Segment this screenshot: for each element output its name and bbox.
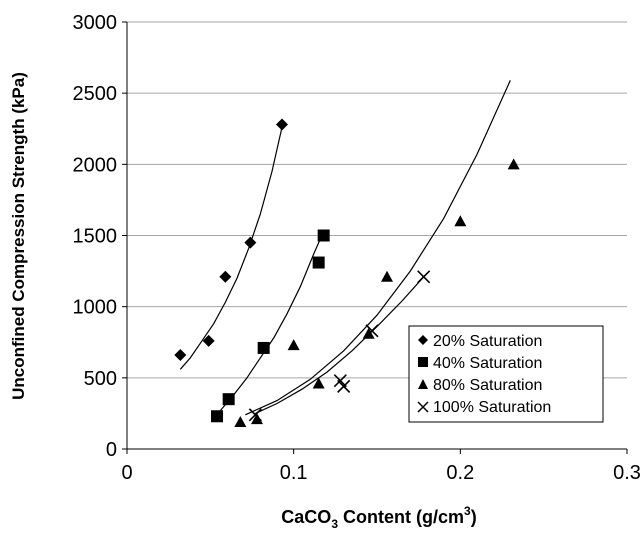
legend-label-20: 20% Saturation: [433, 333, 542, 350]
x-tick-label: 0: [121, 462, 132, 484]
data-point-diamond: [276, 118, 288, 131]
data-point-square: [312, 256, 325, 269]
data-point-triangle: [507, 158, 520, 170]
x-tick-label: 0.3: [613, 462, 641, 484]
data-point-x: [417, 270, 431, 284]
trend-line-series-2: [245, 80, 511, 416]
data-point-diamond: [244, 236, 257, 249]
x-tick-label: 0.2: [446, 462, 474, 484]
legend-triangle-marker: [418, 379, 428, 389]
legend-item-80: 80% Saturation: [418, 377, 542, 394]
data-point-square: [211, 410, 223, 423]
y-tick-label: 500: [84, 368, 117, 390]
data-point-diamond: [219, 270, 232, 283]
data-point-triangle: [312, 377, 325, 389]
data-point-triangle: [287, 339, 300, 351]
y-axis-ticks: 0 500 1000 1500 2000 2500 3000: [73, 12, 127, 461]
legend-label-100: 100% Saturation: [433, 399, 551, 416]
trend-line-series-1: [219, 230, 325, 411]
x-axis-title-suffix: ): [471, 507, 477, 527]
legend-diamond-marker: [418, 335, 428, 345]
data-point-triangle: [251, 413, 263, 425]
x-axis-title-superscript: 3: [464, 504, 471, 518]
y-tick-label: 0: [106, 439, 117, 461]
data-point-square: [317, 229, 330, 242]
data-point-x: [365, 324, 379, 338]
y-tick-label: 1500: [73, 226, 118, 248]
data-point-diamond: [174, 349, 187, 362]
legend-label-40: 40% Saturation: [433, 355, 542, 372]
legend-box: [408, 325, 604, 423]
y-tick-label: 2500: [73, 83, 118, 105]
legend: 20% Saturation 40% Saturation 80% Satura…: [408, 325, 604, 423]
trend-lines: [179, 80, 511, 416]
legend-label-80: 80% Saturation: [433, 377, 542, 394]
trend-line-series-3: [255, 276, 425, 414]
legend-item-100: 100% Saturation: [417, 399, 551, 416]
data-point-square: [222, 393, 235, 406]
x-tick-label: 0.1: [280, 462, 308, 484]
grid-lines: [127, 21, 627, 379]
data-point-triangle: [381, 270, 393, 282]
data-point-x: [337, 379, 351, 393]
data-point-x: [248, 408, 262, 422]
y-tick-label: 1000: [73, 297, 118, 319]
legend-item-20: 20% Saturation: [418, 333, 542, 350]
data-point-triangle: [454, 215, 467, 227]
data-point-square: [257, 341, 270, 354]
legend-item-40: 40% Saturation: [418, 355, 542, 372]
data-points: [174, 118, 520, 427]
x-axis-title-subscript: 3: [331, 517, 338, 531]
x-axis-ticks: 0 0.1 0.2 0.3: [121, 449, 641, 484]
legend-square-marker: [418, 357, 428, 367]
x-axis-title: CaCO3 Content (g/cm3): [281, 504, 476, 531]
data-point-triangle: [234, 415, 247, 427]
x-axis-title-prefix: CaCO: [281, 507, 331, 527]
y-tick-label: 2000: [73, 154, 118, 176]
trend-line-series-0: [179, 127, 283, 370]
y-tick-label: 3000: [73, 12, 118, 34]
y-axis-title: Unconfined Compression Strength (kPa): [9, 72, 28, 400]
x-axis-title-middle: Content (g/cm: [338, 507, 464, 527]
legend-x-marker: [417, 401, 429, 413]
data-point-diamond: [202, 334, 215, 347]
